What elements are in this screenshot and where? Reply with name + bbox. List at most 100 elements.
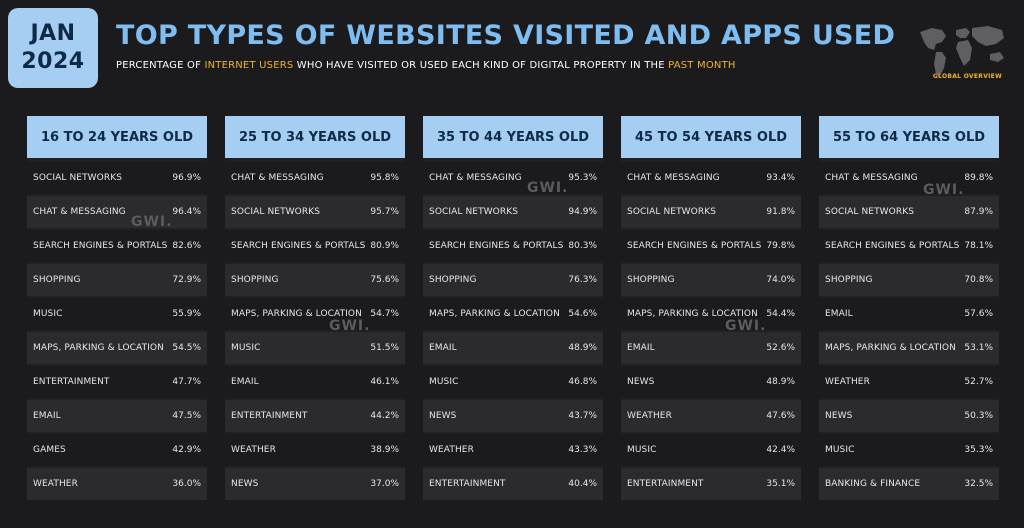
row-value: 53.1% — [964, 343, 993, 353]
row-value: 78.1% — [964, 241, 993, 251]
row-value: 46.8% — [568, 377, 597, 387]
row-value: 57.6% — [964, 309, 993, 319]
row-label: GAMES — [33, 445, 66, 455]
row-value: 74.0% — [766, 275, 795, 285]
row-label: CHAT & MESSAGING — [33, 207, 126, 217]
row-label: CHAT & MESSAGING — [429, 173, 522, 183]
row-label: WEATHER — [627, 411, 672, 421]
table-row: CHAT & MESSAGING 95.8% — [225, 162, 405, 194]
row-value: 75.6% — [370, 275, 399, 285]
table-row: WEATHER 36.0% — [27, 468, 207, 500]
row-label: ENTERTAINMENT — [33, 377, 110, 387]
row-label: MUSIC — [627, 445, 657, 455]
row-value: 51.5% — [370, 343, 399, 353]
age-group-column: 45 TO 54 YEARS OLD CHAT & MESSAGING 93.4% S… — [621, 116, 801, 500]
row-value: 38.9% — [370, 445, 399, 455]
date-badge: JAN 2024 — [8, 8, 98, 88]
table-row: BANKING & FINANCE 32.5% — [819, 468, 999, 500]
age-group-header: 35 TO 44 YEARS OLD — [423, 116, 603, 158]
row-value: 82.6% — [172, 241, 201, 251]
table-row: WEATHER 43.3% — [423, 434, 603, 466]
table-row: MAPS, PARKING & LOCATION 54.6% — [423, 298, 603, 330]
age-group-column: 55 TO 64 YEARS OLD CHAT & MESSAGING 89.8% S… — [819, 116, 999, 500]
table-row: SHOPPING 76.3% — [423, 264, 603, 296]
row-value: 89.8% — [964, 173, 993, 183]
age-group-column: 25 TO 34 YEARS OLD CHAT & MESSAGING 95.8% S… — [225, 116, 405, 500]
row-label: SHOPPING — [627, 275, 675, 285]
row-value: 32.5% — [964, 479, 993, 489]
row-label: EMAIL — [429, 343, 457, 353]
row-label: EMAIL — [627, 343, 655, 353]
table-row: SHOPPING 72.9% — [27, 264, 207, 296]
row-label: SOCIAL NETWORKS — [429, 207, 519, 217]
row-value: 96.9% — [172, 173, 201, 183]
row-value: 35.3% — [964, 445, 993, 455]
row-label: SOCIAL NETWORKS — [825, 207, 915, 217]
row-value: 52.7% — [964, 377, 993, 387]
row-label: CHAT & MESSAGING — [231, 173, 324, 183]
table-row: EMAIL 47.5% — [27, 400, 207, 432]
age-group-header: 55 TO 64 YEARS OLD — [819, 116, 999, 158]
row-value: 43.3% — [568, 445, 597, 455]
row-value: 79.8% — [766, 241, 795, 251]
row-value: 80.3% — [568, 241, 597, 251]
row-value: 95.3% — [568, 173, 597, 183]
table-row: CHAT & MESSAGING 89.8% — [819, 162, 999, 194]
subtitle-part: WHO HAVE VISITED OR USED EACH KIND OF DI… — [293, 60, 669, 71]
table-row: MUSIC 42.4% — [621, 434, 801, 466]
row-label: EMAIL — [825, 309, 853, 319]
row-label: CHAT & MESSAGING — [825, 173, 918, 183]
row-value: 42.9% — [172, 445, 201, 455]
table-row: WEATHER 38.9% — [225, 434, 405, 466]
row-value: 94.9% — [568, 207, 597, 217]
row-value: 47.5% — [172, 411, 201, 421]
row-value: 54.6% — [568, 309, 597, 319]
table-row: EMAIL 52.6% — [621, 332, 801, 364]
row-value: 44.2% — [370, 411, 399, 421]
row-label: WEATHER — [231, 445, 276, 455]
table-row: ENTERTAINMENT 47.7% — [27, 366, 207, 398]
row-label: BANKING & FINANCE — [825, 479, 921, 489]
table-row: GAMES 42.9% — [27, 434, 207, 466]
table-row: CHAT & MESSAGING 95.3% — [423, 162, 603, 194]
row-label: WEATHER — [429, 445, 474, 455]
table-row: SOCIAL NETWORKS 96.9% — [27, 162, 207, 194]
table-row: NEWS 48.9% — [621, 366, 801, 398]
row-value: 48.9% — [766, 377, 795, 387]
row-label: SOCIAL NETWORKS — [627, 207, 717, 217]
row-value: 87.9% — [964, 207, 993, 217]
row-value: 55.9% — [172, 309, 201, 319]
table-row: MAPS, PARKING & LOCATION 54.4% — [621, 298, 801, 330]
row-value: 36.0% — [172, 479, 201, 489]
page-title: TOP TYPES OF WEBSITES VISITED AND APPS U… — [116, 20, 896, 51]
subtitle-part: PERCENTAGE OF — [116, 60, 205, 71]
row-label: EMAIL — [231, 377, 259, 387]
table-row: SOCIAL NETWORKS 95.7% — [225, 196, 405, 228]
global-overview-label: GLOBAL OVERVIEW — [932, 73, 1002, 80]
gwi-watermark: GWI. — [329, 318, 371, 334]
table-row: MAPS, PARKING & LOCATION 53.1% — [819, 332, 999, 364]
table-row: SHOPPING 74.0% — [621, 264, 801, 296]
table-row: WEATHER 47.6% — [621, 400, 801, 432]
row-label: MAPS, PARKING & LOCATION — [627, 309, 758, 319]
row-label: NEWS — [429, 411, 457, 421]
table-row: EMAIL 57.6% — [819, 298, 999, 330]
row-label: NEWS — [231, 479, 259, 489]
row-value: 47.7% — [172, 377, 201, 387]
row-label: SOCIAL NETWORKS — [231, 207, 321, 217]
age-group-header: 45 TO 54 YEARS OLD — [621, 116, 801, 158]
row-value: 52.6% — [766, 343, 795, 353]
row-label: SHOPPING — [231, 275, 279, 285]
date-badge-month: JAN — [30, 21, 76, 46]
row-value: 70.8% — [964, 275, 993, 285]
row-label: NEWS — [627, 377, 655, 387]
row-value: 80.9% — [370, 241, 399, 251]
table-row: SOCIAL NETWORKS 94.9% — [423, 196, 603, 228]
table-row: SEARCH ENGINES & PORTALS 82.6% — [27, 230, 207, 262]
row-label: EMAIL — [33, 411, 61, 421]
row-label: CHAT & MESSAGING — [627, 173, 720, 183]
row-label: SHOPPING — [825, 275, 873, 285]
row-value: 96.4% — [172, 207, 201, 217]
subtitle-part: PAST MONTH — [668, 60, 736, 71]
table-row: MUSIC 46.8% — [423, 366, 603, 398]
